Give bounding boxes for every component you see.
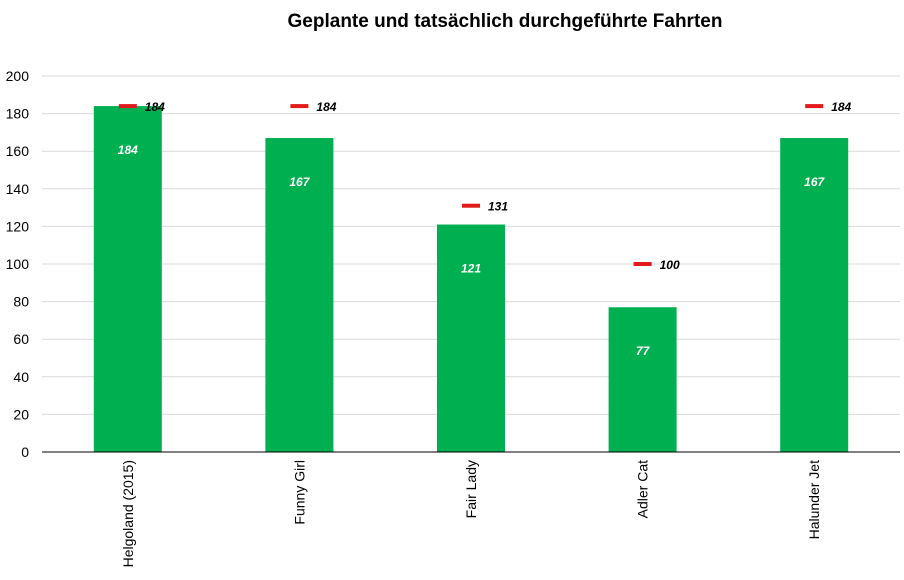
y-tick-label: 100: [6, 256, 30, 272]
planned-marker: [805, 104, 824, 109]
y-tick-label: 0: [21, 444, 29, 460]
marker-data-label: 184: [316, 100, 336, 114]
x-tick-label: Halunder Jet: [806, 460, 822, 539]
marker-data-label: 184: [831, 100, 851, 114]
chart-title: Geplante und tatsächlich durchgeführte F…: [287, 11, 723, 32]
x-tick-label: Adler Cat: [635, 460, 651, 518]
bar: [437, 224, 505, 452]
y-tick-label: 60: [13, 331, 29, 347]
x-tick-label: Fair Lady: [463, 460, 479, 518]
y-tick-label: 140: [6, 181, 30, 197]
y-tick-label: 120: [6, 218, 30, 234]
x-tick-label: Funny Girl: [291, 460, 307, 525]
bar-data-label: 77: [636, 344, 651, 358]
bar-data-label: 167: [804, 175, 825, 189]
y-tick-label: 180: [6, 106, 30, 122]
bar-data-label: 121: [461, 262, 481, 276]
marker-data-label: 131: [488, 200, 508, 214]
y-tick-label: 80: [13, 294, 29, 310]
marker-data-label: 184: [145, 100, 165, 114]
y-tick-label: 20: [13, 406, 29, 422]
bar-data-label: 167: [289, 175, 310, 189]
planned-marker: [290, 104, 309, 109]
x-tick-label: Helgoland (2015): [120, 460, 136, 567]
y-tick-label: 200: [6, 68, 30, 84]
bar: [265, 138, 334, 453]
bar: [608, 307, 677, 452]
planned-marker: [118, 104, 137, 109]
y-tick-label: 160: [6, 143, 30, 159]
bar: [93, 106, 162, 452]
y-tick-label: 40: [13, 369, 29, 385]
bar: [780, 138, 849, 453]
bar-data-label: 184: [118, 143, 138, 157]
marker-data-label: 100: [660, 258, 680, 272]
planned-marker: [633, 262, 652, 266]
planned-marker: [462, 203, 480, 208]
